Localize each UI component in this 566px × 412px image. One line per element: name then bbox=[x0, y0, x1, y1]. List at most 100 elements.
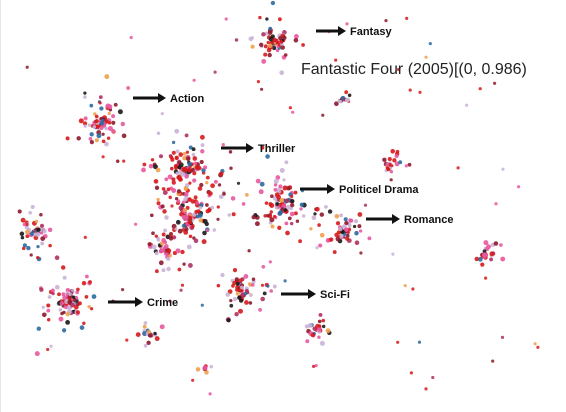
scatter-point[interactable] bbox=[104, 141, 109, 147]
scatter-point[interactable] bbox=[280, 45, 285, 50]
scatter-point[interactable] bbox=[301, 43, 305, 47]
scatter-point[interactable] bbox=[82, 121, 88, 126]
scatter-point[interactable] bbox=[232, 297, 238, 302]
scatter-point[interactable] bbox=[122, 159, 126, 163]
scatter-point[interactable] bbox=[168, 195, 172, 200]
scatter-point[interactable] bbox=[166, 266, 171, 272]
scatter-point[interactable] bbox=[278, 184, 283, 189]
scatter-point[interactable] bbox=[338, 226, 343, 232]
scatter-point[interactable] bbox=[20, 235, 25, 240]
scatter-point[interactable] bbox=[279, 40, 284, 44]
scatter-point[interactable] bbox=[57, 292, 61, 297]
scatter-point[interactable] bbox=[489, 251, 495, 257]
scatter-point[interactable] bbox=[178, 152, 183, 157]
scatter-point[interactable] bbox=[142, 331, 148, 337]
scatter-point[interactable] bbox=[184, 191, 189, 197]
scatter-point[interactable] bbox=[79, 325, 85, 330]
scatter-point[interactable] bbox=[265, 154, 270, 159]
scatter-point[interactable] bbox=[156, 201, 161, 206]
scatter-point[interactable] bbox=[47, 295, 52, 299]
scatter-point[interactable] bbox=[94, 119, 99, 124]
scatter-point[interactable] bbox=[261, 32, 266, 37]
scatter-point[interactable] bbox=[147, 242, 152, 247]
scatter-point[interactable] bbox=[272, 214, 277, 219]
scatter-point[interactable] bbox=[179, 288, 183, 292]
scatter-point[interactable] bbox=[73, 304, 79, 310]
scatter-point[interactable] bbox=[107, 111, 111, 116]
scatter-point[interactable] bbox=[245, 193, 249, 197]
scatter-point[interactable] bbox=[340, 95, 346, 101]
scatter-point[interactable] bbox=[343, 217, 348, 222]
scatter-point[interactable] bbox=[272, 46, 277, 51]
scatter-point[interactable] bbox=[171, 150, 176, 155]
scatter-point[interactable] bbox=[178, 205, 184, 211]
scatter-point[interactable] bbox=[184, 227, 189, 232]
scatter-point[interactable] bbox=[357, 212, 363, 217]
scatter-point[interactable] bbox=[195, 201, 200, 205]
scatter-point[interactable] bbox=[338, 99, 343, 104]
scatter-point[interactable] bbox=[159, 324, 165, 330]
scatter-point[interactable] bbox=[398, 160, 403, 165]
scatter-point[interactable] bbox=[125, 338, 129, 342]
scatter-point[interactable] bbox=[290, 221, 294, 226]
scatter-point[interactable] bbox=[317, 327, 322, 332]
scatter-point[interactable] bbox=[17, 209, 22, 214]
scatter-point[interactable] bbox=[272, 284, 277, 289]
scatter-point[interactable] bbox=[184, 133, 189, 138]
scatter-point[interactable] bbox=[111, 120, 116, 125]
scatter-point[interactable] bbox=[299, 202, 304, 207]
scatter-point[interactable] bbox=[26, 245, 31, 251]
scatter-point[interactable] bbox=[147, 329, 152, 334]
scatter-point[interactable] bbox=[107, 121, 112, 125]
scatter-point[interactable] bbox=[268, 202, 273, 207]
scatter-point[interactable] bbox=[216, 205, 220, 209]
scatter-point[interactable] bbox=[285, 204, 291, 210]
scatter-point[interactable] bbox=[174, 128, 180, 134]
scatter-point[interactable] bbox=[175, 149, 180, 154]
scatter-point[interactable] bbox=[321, 324, 326, 329]
scatter-point[interactable] bbox=[188, 181, 192, 185]
scatter-point[interactable] bbox=[35, 232, 41, 237]
scatter-point[interactable] bbox=[190, 167, 195, 172]
scatter-point[interactable] bbox=[153, 164, 158, 170]
scatter-point[interactable] bbox=[213, 179, 218, 184]
scatter-point[interactable] bbox=[238, 308, 243, 314]
scatter-point[interactable] bbox=[93, 112, 97, 116]
scatter-point[interactable] bbox=[536, 345, 540, 349]
scatter-point[interactable] bbox=[313, 212, 317, 216]
scatter-point[interactable] bbox=[180, 171, 186, 177]
scatter-point[interactable] bbox=[193, 161, 198, 166]
scatter-point[interactable] bbox=[263, 44, 268, 49]
scatter-point[interactable] bbox=[278, 17, 282, 22]
scatter-point[interactable] bbox=[161, 268, 166, 273]
scatter-point[interactable] bbox=[290, 194, 294, 199]
scatter-point[interactable] bbox=[259, 181, 265, 187]
scatter-point[interactable] bbox=[284, 160, 289, 165]
scatter-point[interactable] bbox=[180, 249, 185, 255]
scatter-point[interactable] bbox=[25, 229, 30, 235]
scatter-point[interactable] bbox=[104, 126, 109, 131]
scatter-point[interactable] bbox=[83, 91, 87, 95]
scatter-point[interactable] bbox=[251, 214, 256, 220]
scatter-point[interactable] bbox=[317, 223, 321, 227]
scatter-point[interactable] bbox=[239, 285, 244, 290]
scatter-point[interactable] bbox=[314, 364, 318, 368]
scatter-point[interactable] bbox=[169, 155, 174, 160]
scatter-point[interactable] bbox=[46, 308, 51, 313]
scatter-point[interactable] bbox=[163, 244, 169, 249]
scatter-point[interactable] bbox=[260, 283, 265, 287]
scatter-point[interactable] bbox=[85, 274, 89, 279]
scatter-point[interactable] bbox=[228, 150, 233, 154]
scatter-point[interactable] bbox=[154, 251, 159, 256]
scatter-point[interactable] bbox=[270, 224, 275, 229]
scatter-point[interactable] bbox=[227, 213, 232, 217]
scatter-point[interactable] bbox=[187, 219, 193, 225]
scatter-point[interactable] bbox=[397, 67, 401, 72]
scatter-point[interactable] bbox=[39, 223, 45, 229]
scatter-point[interactable] bbox=[282, 178, 286, 182]
scatter-point[interactable] bbox=[141, 167, 146, 173]
scatter-point[interactable] bbox=[243, 291, 248, 296]
scatter-point[interactable] bbox=[234, 277, 240, 282]
scatter-point[interactable] bbox=[396, 340, 400, 344]
scatter-point[interactable] bbox=[220, 272, 225, 278]
